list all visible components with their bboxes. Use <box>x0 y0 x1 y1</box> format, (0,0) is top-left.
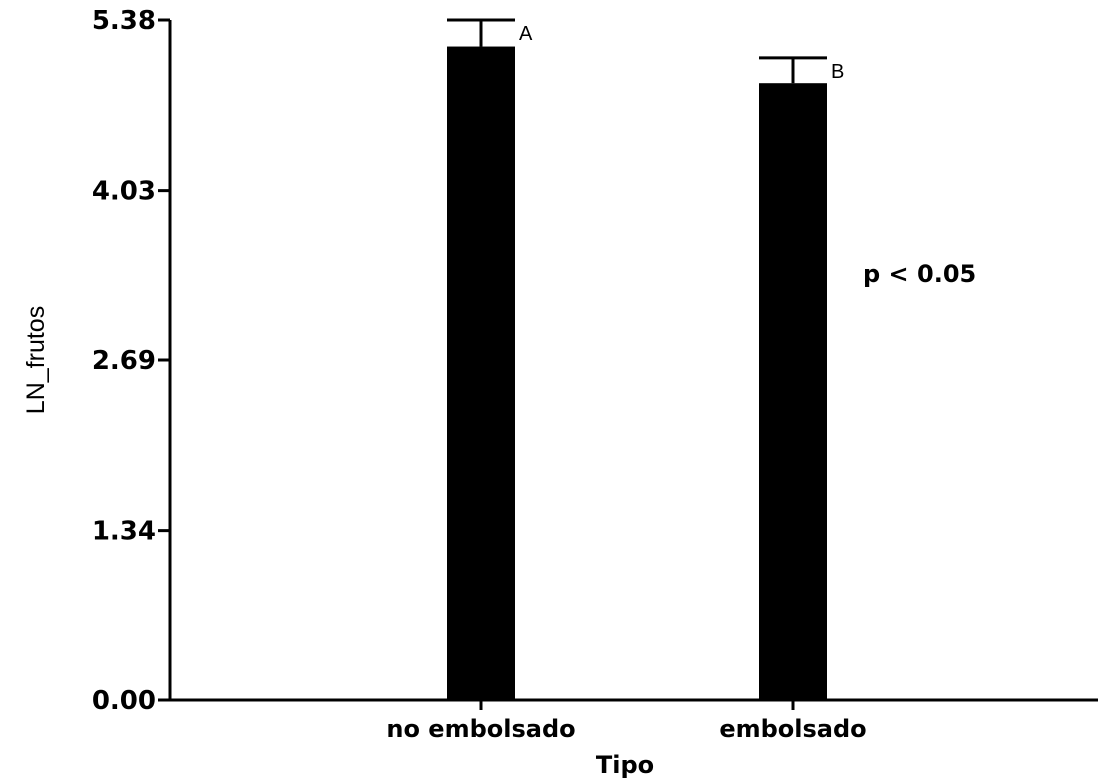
x-axis-title: Tipo <box>596 751 654 779</box>
group-letter: B <box>831 61 844 83</box>
y-tick-label: 2.69 <box>92 346 156 376</box>
bar <box>759 83 827 701</box>
x-axis-ticks: no embolsado embolsado <box>386 700 867 743</box>
y-axis-ticks: 0.00 1.34 2.69 4.03 5.38 <box>92 6 170 716</box>
y-tick-label: 5.38 <box>92 6 156 36</box>
y-axis-title: LN_frutos <box>22 306 50 414</box>
x-tick-label: embolsado <box>719 715 866 743</box>
bar <box>447 46 515 701</box>
y-tick-label: 0.00 <box>92 686 156 716</box>
x-tick-label: no embolsado <box>386 715 575 743</box>
plot-area: AB <box>447 18 844 701</box>
significance-annotation: p < 0.05 <box>863 260 976 288</box>
group-letter: A <box>519 23 533 45</box>
y-tick-label: 4.03 <box>92 177 156 207</box>
y-tick-label: 1.34 <box>92 517 156 547</box>
